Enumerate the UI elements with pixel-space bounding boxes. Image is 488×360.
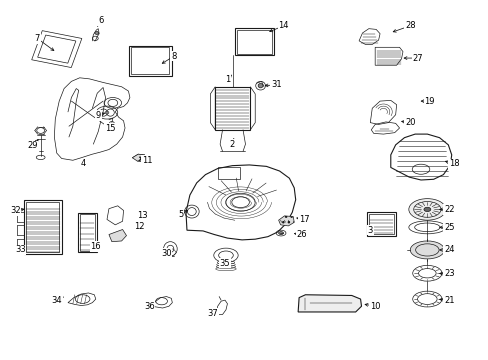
- Ellipse shape: [408, 199, 445, 220]
- Text: 25: 25: [443, 223, 454, 232]
- Bar: [24, 201, 62, 253]
- Bar: [217, 167, 239, 179]
- Bar: [80, 215, 95, 251]
- Polygon shape: [109, 229, 126, 242]
- Ellipse shape: [409, 241, 444, 259]
- Bar: [129, 45, 171, 76]
- Text: 22: 22: [443, 205, 454, 214]
- Bar: [26, 202, 59, 252]
- Ellipse shape: [258, 84, 263, 88]
- Text: 24: 24: [443, 246, 454, 255]
- Text: 3: 3: [367, 226, 372, 235]
- Bar: [78, 213, 97, 252]
- Text: 4: 4: [81, 159, 86, 168]
- Text: 7: 7: [35, 34, 40, 43]
- Text: 2: 2: [229, 140, 234, 149]
- Text: 20: 20: [404, 118, 415, 127]
- Text: 29: 29: [27, 141, 38, 150]
- Ellipse shape: [95, 32, 99, 35]
- Polygon shape: [278, 216, 294, 226]
- Text: 35: 35: [219, 259, 230, 268]
- Ellipse shape: [423, 207, 430, 212]
- Bar: [368, 214, 393, 234]
- Text: 30: 30: [161, 249, 171, 258]
- Polygon shape: [298, 295, 361, 312]
- Text: 16: 16: [90, 242, 101, 251]
- Text: 34: 34: [51, 296, 62, 305]
- Text: 33: 33: [15, 246, 25, 255]
- Bar: [131, 47, 169, 74]
- Text: 19: 19: [424, 96, 434, 105]
- Text: 37: 37: [207, 309, 218, 318]
- Text: 1: 1: [224, 75, 229, 84]
- Text: 32: 32: [10, 206, 20, 215]
- Bar: [234, 28, 273, 55]
- Text: 28: 28: [404, 21, 415, 30]
- Text: 36: 36: [144, 302, 155, 311]
- Text: 18: 18: [448, 159, 459, 168]
- Text: 5: 5: [178, 210, 183, 219]
- Text: 6: 6: [98, 16, 103, 25]
- Text: 15: 15: [105, 123, 116, 132]
- Bar: [215, 87, 250, 130]
- Text: 12: 12: [134, 222, 144, 231]
- Text: 26: 26: [296, 230, 307, 239]
- Bar: [366, 212, 395, 235]
- Text: 8: 8: [171, 52, 176, 61]
- Text: 23: 23: [443, 269, 454, 278]
- Text: 27: 27: [411, 54, 422, 63]
- Text: 9: 9: [95, 111, 101, 120]
- Text: 14: 14: [278, 21, 288, 30]
- Text: 13: 13: [137, 211, 147, 220]
- Polygon shape: [132, 154, 147, 161]
- Ellipse shape: [278, 231, 283, 234]
- Text: 17: 17: [298, 215, 309, 224]
- Ellipse shape: [105, 111, 109, 114]
- Bar: [236, 30, 271, 54]
- Text: 10: 10: [369, 302, 380, 311]
- Text: 31: 31: [270, 81, 281, 90]
- Text: 21: 21: [443, 296, 454, 305]
- Text: 11: 11: [142, 156, 152, 165]
